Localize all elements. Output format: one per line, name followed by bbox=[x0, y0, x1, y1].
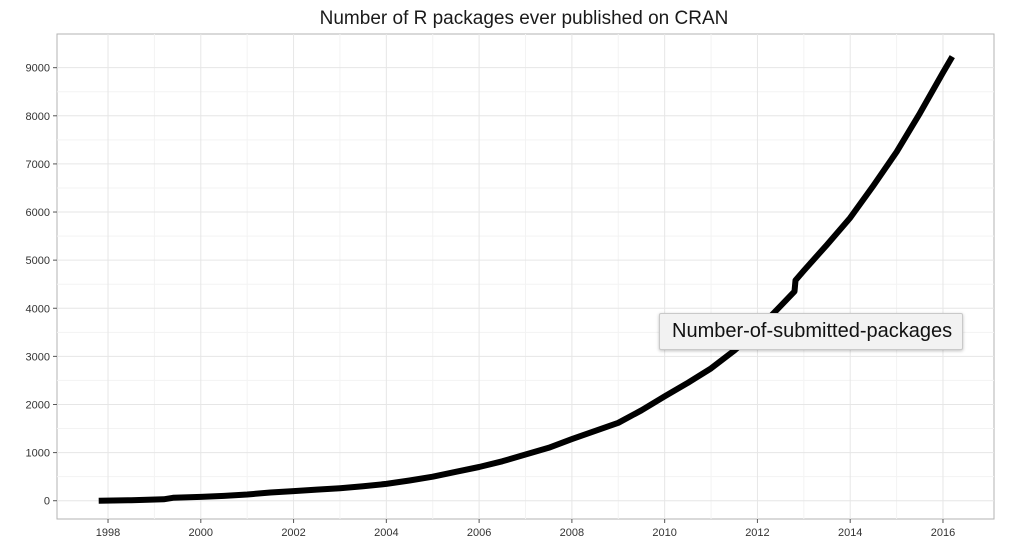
y-tick-label: 4000 bbox=[26, 303, 50, 315]
y-axis-tick-labels: 0 1000 2000 3000 4000 5000 6000 7000 8000 9000 bbox=[26, 63, 50, 508]
x-tick-label: 2016 bbox=[931, 527, 955, 539]
x-tick-label: 1998 bbox=[96, 527, 120, 539]
y-tick-label: 2000 bbox=[26, 399, 50, 411]
y-tick-label: 5000 bbox=[26, 255, 50, 267]
x-tick-label: 2012 bbox=[745, 527, 769, 539]
y-tick-label: 0 bbox=[44, 496, 50, 508]
y-tick-label: 1000 bbox=[26, 448, 50, 460]
axis-ticks bbox=[53, 67, 944, 523]
series-layer bbox=[98, 55, 955, 504]
chart-title: Number of R packages ever published on C… bbox=[320, 8, 729, 29]
x-tick-label: 2002 bbox=[281, 527, 305, 539]
x-tick-label: 2014 bbox=[838, 527, 862, 539]
series-line bbox=[98, 55, 955, 504]
x-tick-label: 2006 bbox=[467, 527, 491, 539]
x-tick-label: 2010 bbox=[652, 527, 676, 539]
x-axis-tick-labels: 1998 2000 2002 2004 2006 2008 2010 2012 2014 2016 bbox=[96, 527, 955, 539]
x-tick-label: 2000 bbox=[189, 527, 213, 539]
y-tick-label: 8000 bbox=[26, 111, 50, 123]
y-tick-label: 9000 bbox=[26, 63, 50, 75]
y-tick-label: 6000 bbox=[26, 207, 50, 219]
hover-tooltip: Number-of-submitted-packages bbox=[659, 313, 964, 350]
grid-lines bbox=[57, 34, 994, 519]
y-tick-label: 7000 bbox=[26, 159, 50, 171]
x-tick-label: 2008 bbox=[560, 527, 584, 539]
x-tick-label: 2004 bbox=[374, 527, 398, 539]
y-tick-label: 3000 bbox=[26, 351, 50, 363]
